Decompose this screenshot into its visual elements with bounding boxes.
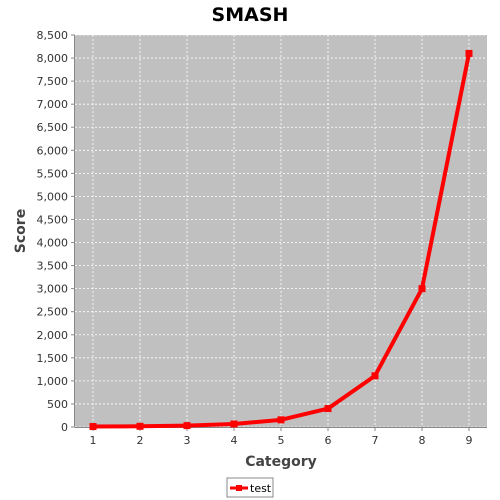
y-tick-label: 5,000 bbox=[37, 190, 69, 203]
data-point bbox=[371, 372, 379, 380]
y-tick-label: 6,500 bbox=[37, 121, 69, 134]
x-tick-label: 9 bbox=[466, 434, 473, 447]
y-tick-label: 500 bbox=[47, 398, 68, 411]
y-tick-label: 0 bbox=[61, 421, 68, 434]
x-tick-label: 2 bbox=[137, 434, 144, 447]
y-tick-label: 2,500 bbox=[37, 306, 69, 319]
data-point bbox=[465, 49, 473, 57]
x-tick-label: 4 bbox=[231, 434, 238, 447]
x-tick-label: 1 bbox=[90, 434, 97, 447]
y-tick-label: 7,500 bbox=[37, 75, 69, 88]
legend-box bbox=[226, 477, 274, 498]
y-tick-label: 3,500 bbox=[37, 260, 69, 273]
x-tick-label: 3 bbox=[184, 434, 191, 447]
y-tick-label: 7,000 bbox=[37, 98, 69, 111]
x-tick-label: 5 bbox=[278, 434, 285, 447]
data-point bbox=[183, 422, 191, 430]
x-tick-label: 8 bbox=[419, 434, 426, 447]
y-tick-label: 5,500 bbox=[37, 167, 69, 180]
data-point bbox=[136, 422, 144, 430]
data-point bbox=[418, 285, 426, 293]
y-tick-label: 6,000 bbox=[37, 144, 69, 157]
axes: 0 500 1,000 1,500 2,000 2,500 3,000 3,500 4,000 4… bbox=[37, 29, 487, 447]
x-axis-title: Category bbox=[245, 454, 317, 470]
legend-label: test bbox=[250, 482, 272, 495]
y-tick-label: 1,000 bbox=[37, 375, 69, 388]
data-point bbox=[324, 405, 332, 413]
x-tick-label: 6 bbox=[325, 434, 332, 447]
y-tick-label: 3,000 bbox=[37, 283, 69, 296]
series-layer bbox=[89, 49, 473, 431]
y-tick-label: 2,000 bbox=[37, 329, 69, 342]
y-axis-title: Score bbox=[13, 209, 29, 253]
gridlines bbox=[75, 34, 487, 428]
y-tick-label: 8,000 bbox=[37, 52, 69, 65]
y-tick-label: 8,500 bbox=[37, 29, 69, 42]
legend-marker-swatch bbox=[236, 485, 242, 491]
legend: test bbox=[226, 477, 274, 498]
y-tick-label: 4,500 bbox=[37, 213, 69, 226]
data-point bbox=[89, 423, 97, 431]
chart-title: SMASH bbox=[212, 4, 289, 26]
y-tick-label: 4,000 bbox=[37, 237, 69, 250]
y-tick-label: 1,500 bbox=[37, 352, 69, 365]
data-point bbox=[230, 420, 238, 428]
x-tick-label: 7 bbox=[372, 434, 379, 447]
data-point bbox=[277, 416, 285, 424]
